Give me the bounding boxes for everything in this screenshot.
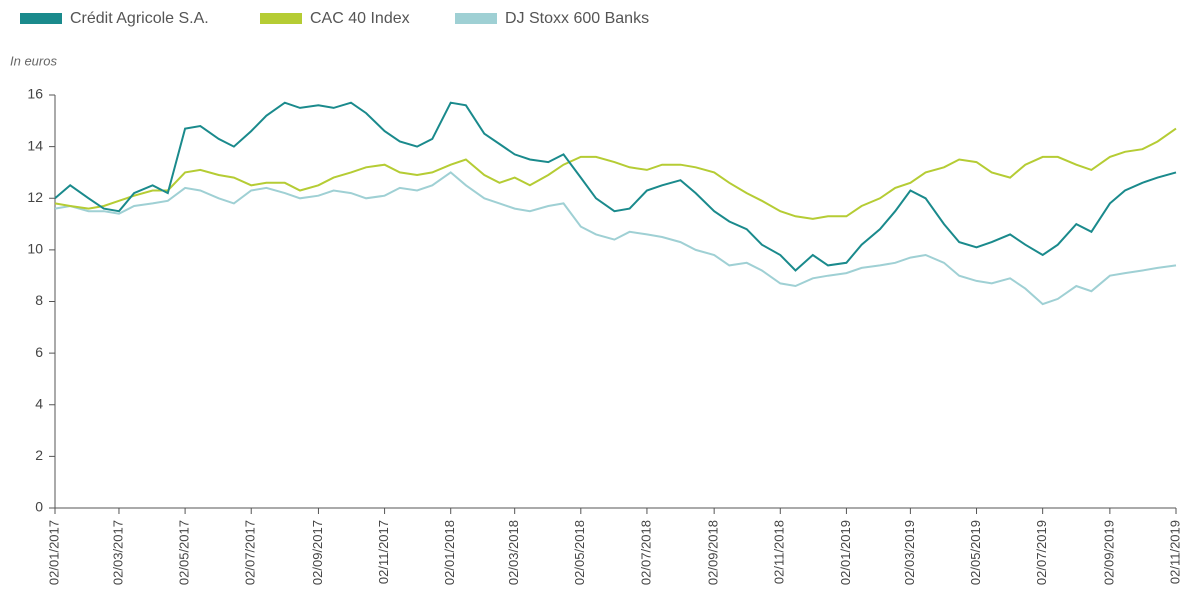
x-tick-label: 02/09/2019 (1101, 520, 1116, 585)
x-tick-label: 02/01/2019 (838, 520, 853, 585)
y-tick-label: 0 (35, 499, 43, 515)
y-axis-label: In euros (10, 53, 57, 68)
x-tick-label: 02/11/2018 (772, 520, 787, 584)
legend-swatch (20, 13, 62, 24)
x-tick-label: 02/07/2017 (243, 520, 258, 585)
y-tick-label: 6 (35, 344, 43, 360)
x-tick-label: 02/01/2017 (46, 520, 61, 585)
x-tick-label: 02/05/2019 (968, 520, 983, 585)
x-tick-label: 02/05/2018 (572, 520, 587, 585)
y-tick-label: 8 (35, 292, 43, 308)
series-line (54, 101, 1177, 272)
series-line (54, 171, 1177, 306)
y-tick-label: 4 (35, 395, 43, 411)
x-tick-label: 02/03/2018 (506, 520, 521, 585)
x-tick-label: 02/05/2017 (177, 520, 192, 585)
x-tick-label: 02/09/2017 (310, 520, 325, 585)
y-tick-label: 16 (27, 86, 43, 102)
x-tick-label: 02/03/2017 (110, 520, 125, 585)
legend-label: CAC 40 Index (310, 10, 410, 27)
legend-swatch (455, 13, 497, 24)
legend-label: DJ Stoxx 600 Banks (505, 10, 649, 27)
legend-label: Crédit Agricole S.A. (70, 10, 209, 27)
x-tick-label: 02/11/2019 (1167, 520, 1182, 584)
y-tick-label: 12 (27, 189, 43, 205)
y-tick-label: 10 (27, 241, 43, 257)
y-tick-label: 14 (27, 137, 43, 153)
legend-swatch (260, 13, 302, 24)
x-tick-label: 02/01/2018 (442, 520, 457, 585)
series-line (54, 127, 1177, 220)
x-tick-label: 02/03/2019 (902, 520, 917, 585)
x-tick-label: 02/07/2019 (1034, 520, 1049, 585)
y-tick-label: 2 (35, 447, 43, 463)
x-tick-label: 02/09/2018 (706, 520, 721, 585)
x-tick-label: 02/07/2018 (638, 520, 653, 585)
x-tick-label: 02/11/2017 (376, 520, 391, 584)
